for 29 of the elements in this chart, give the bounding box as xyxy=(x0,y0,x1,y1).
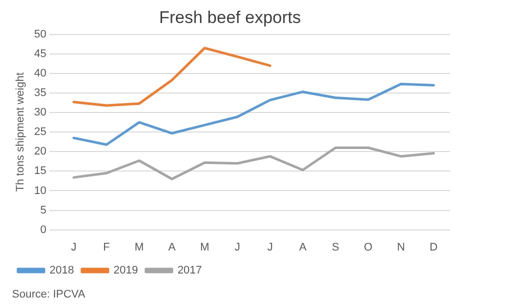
legend-label: 2019 xyxy=(113,264,138,277)
x-tick-label: J xyxy=(234,241,240,254)
y-axis-title: Th tons shipment weight xyxy=(14,72,27,192)
x-tick-label: M xyxy=(134,241,144,254)
y-tick-label: 30 xyxy=(34,106,46,119)
x-tick-label: S xyxy=(332,241,340,254)
y-tick-label: 0 xyxy=(40,224,46,236)
x-tick-label: J xyxy=(71,241,77,254)
y-tick-label: 50 xyxy=(34,28,46,40)
y-tick-label: 45 xyxy=(34,48,46,60)
x-tick-label: O xyxy=(364,241,373,254)
x-tick-label: J xyxy=(267,241,273,254)
chart-title: Fresh beef exports xyxy=(159,8,301,27)
source-note: Source: IPCVA xyxy=(12,288,86,301)
y-tick-label: 25 xyxy=(34,126,46,138)
y-tick-label: 40 xyxy=(34,68,46,80)
x-tick-label: A xyxy=(168,241,176,254)
x-tick-label: A xyxy=(299,241,308,254)
x-tick-label: F xyxy=(103,241,110,254)
x-tick-label: D xyxy=(430,241,438,254)
legend-label: 2018 xyxy=(50,264,74,277)
y-tick-label: 10 xyxy=(34,184,46,197)
y-tick-label: 5 xyxy=(40,204,46,216)
y-tick-label: 20 xyxy=(34,146,46,158)
y-tick-label: 15 xyxy=(34,165,46,178)
x-tick-label: N xyxy=(396,241,405,254)
x-tick-label: M xyxy=(200,241,210,254)
legend-label: 2017 xyxy=(177,264,202,277)
y-tick-label: 35 xyxy=(34,87,46,100)
